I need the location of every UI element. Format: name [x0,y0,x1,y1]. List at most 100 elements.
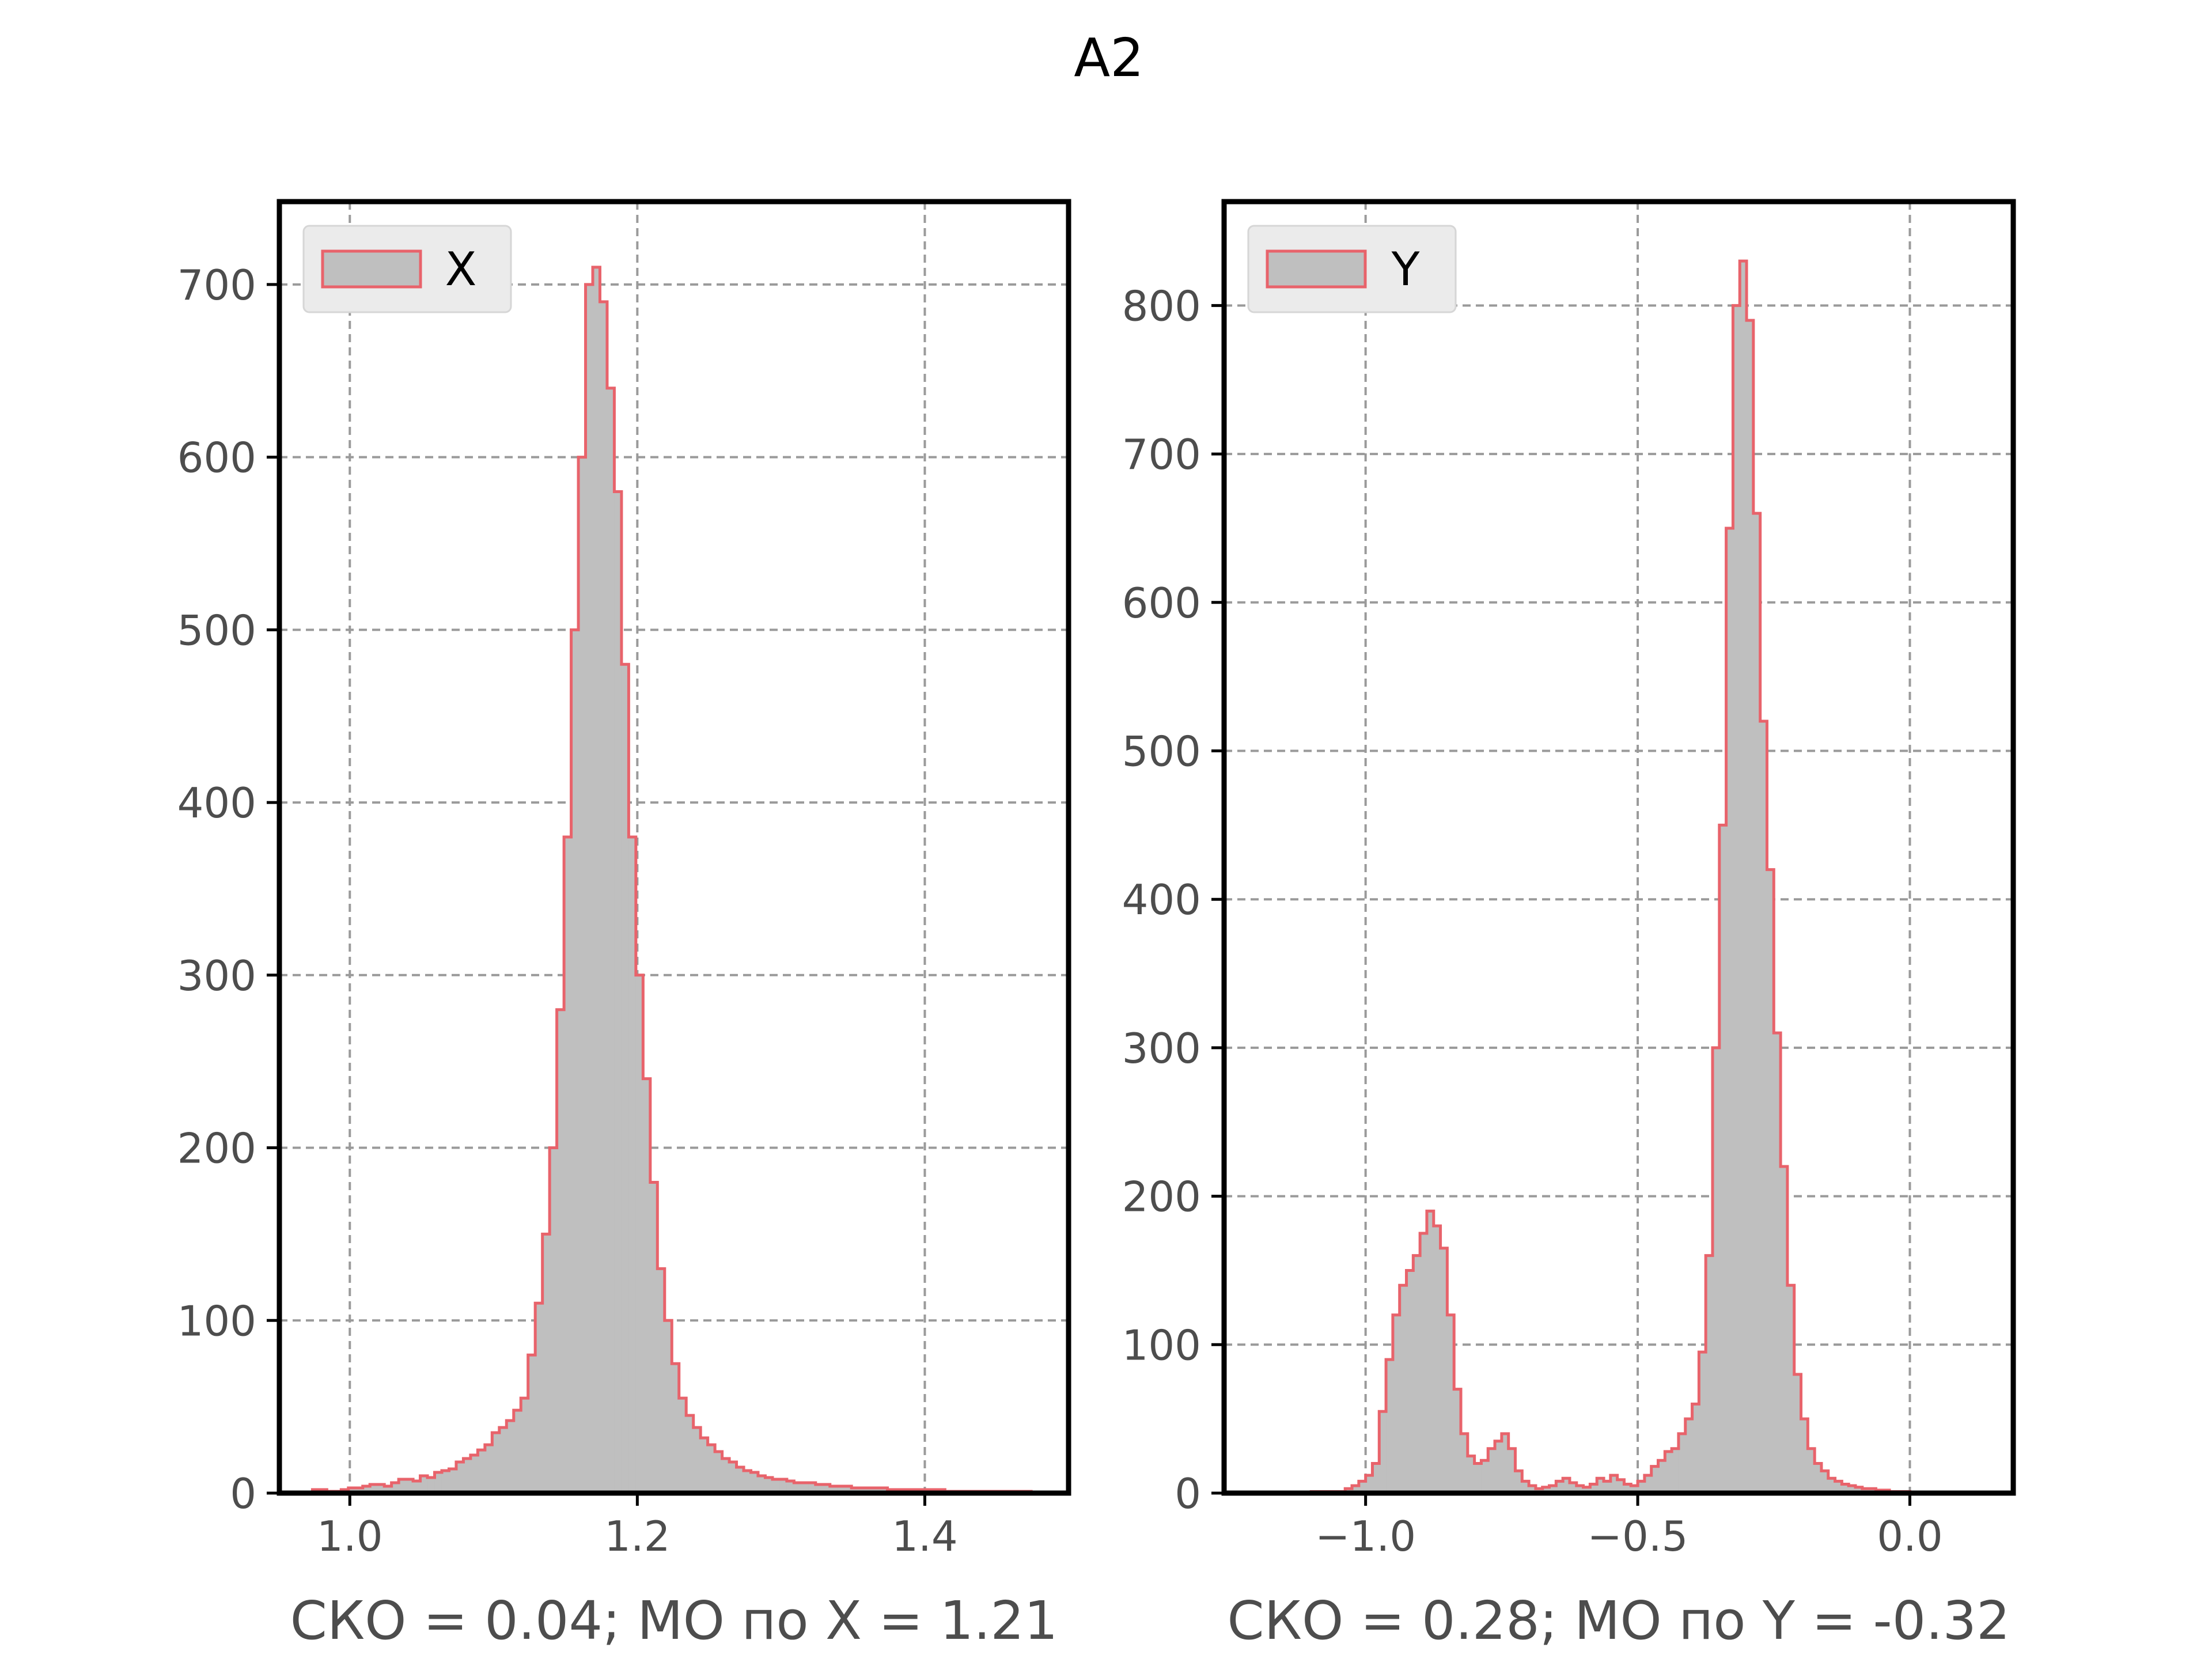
histogram-bar [1678,1433,1686,1493]
histogram-bar [1399,1285,1407,1493]
histogram-bar [1685,1419,1693,1493]
histogram-bar [1447,1315,1455,1493]
grid-x [279,202,1069,1493]
histogram-bar [1733,305,1740,1493]
histogram-bar [1665,1451,1672,1493]
histogram-bar [1474,1463,1482,1493]
histogram-bar [521,1398,529,1493]
histogram-bar [1767,869,1774,1493]
y-tick-label: 600 [1122,579,1201,627]
histogram-bar [441,1471,450,1493]
histogram-bar [556,1009,565,1493]
histogram-bar [578,457,586,1493]
figure-title: A2 [1074,27,1143,89]
histogram-bar [1617,1479,1625,1493]
histogram-bar [1706,1255,1713,1493]
histogram-bar [1583,1487,1590,1493]
histogram-bar [779,1479,787,1493]
histogram-bar [1774,1033,1781,1493]
grid-y [1224,202,2013,1493]
histogram-bar [1488,1448,1495,1493]
histogram-bar [492,1433,500,1493]
histogram-bar [1794,1374,1802,1493]
histogram-bar [362,1486,370,1493]
histogram-bar [657,1268,665,1493]
histogram-bar [686,1415,694,1493]
histogram-bar [600,301,608,1493]
histogram-bar [484,1445,493,1493]
histogram-bar [470,1455,478,1493]
histogram-bar [1461,1433,1468,1493]
histogram-bar [1719,825,1727,1493]
histogram-bar [1821,1471,1829,1493]
histogram-bar [1726,528,1734,1493]
histogram-bar [528,1355,536,1493]
y-tick-label: 300 [177,952,256,1000]
histogram-bar [672,1363,680,1493]
histogram-bar [1433,1226,1441,1493]
histogram-bar [478,1450,486,1493]
y-tick-label: 500 [1122,727,1201,775]
histogram-bar [707,1445,715,1493]
histogram-bar [736,1467,744,1493]
histogram-bar [1454,1389,1461,1493]
histogram-bar [1855,1487,1863,1493]
histogram-bar [1481,1460,1488,1493]
histogram-bar [1781,1166,1788,1493]
y-tick-label: 100 [177,1297,256,1345]
histogram-bar [1815,1463,1822,1493]
histogram-bar [1372,1463,1380,1493]
histogram-bar [456,1462,464,1493]
histogram-bar [1835,1481,1842,1493]
histogram-bar [1563,1478,1570,1493]
histogram-bar [772,1479,781,1493]
histogram-bar [1386,1359,1393,1493]
histogram-bar [427,1478,435,1493]
histogram-bar [449,1469,457,1493]
histogram-outline-y [1309,259,1911,1493]
histogram-bar [679,1398,687,1493]
histogram-bar [1753,513,1761,1494]
histogram-bar [463,1459,471,1493]
histogram-bar [506,1421,514,1493]
x-axis-label-y: СКО = 0.28; МО по Y = -0.32 [1227,1590,2010,1652]
x-axis-label-x: СКО = 0.04; МО по X = 1.21 [290,1590,1058,1652]
y-tick-label: 700 [1122,430,1201,479]
histogram-bar [1651,1466,1659,1493]
histogram-bar [1467,1456,1475,1493]
x-tick-label: 1.2 [604,1512,671,1560]
histogram-bar [621,664,629,1493]
histogram-bar [844,1486,852,1493]
legend-swatch-y [1266,249,1367,289]
x-tick-label: −0.5 [1588,1512,1688,1560]
histogram-bar [715,1452,723,1493]
histogram-bar [664,1320,672,1493]
histogram-bar [499,1427,507,1493]
y-tick-label: 100 [1122,1321,1201,1369]
histogram-bar [837,1486,845,1493]
legend-label-x: X [445,243,477,296]
histogram-bar [1406,1270,1414,1493]
histogram-bar [729,1462,737,1493]
y-tick-label: 200 [177,1124,256,1173]
histogram-bar [1542,1487,1550,1493]
histogram-outline-x [310,266,1033,1493]
histogram-bar [1747,320,1754,1494]
histogram-bar [1801,1419,1808,1493]
histogram-bar [1358,1481,1366,1493]
histogram-bar [1610,1475,1618,1493]
histogram-bar [384,1486,392,1493]
legend-swatch-x [321,249,422,289]
histogram-bar [1392,1315,1400,1493]
histogram-bar [1426,1211,1434,1493]
y-tick-label: 0 [1175,1469,1201,1518]
histogram-bar [564,837,572,1493]
legend-x: X [302,225,512,313]
histogram-outline [1309,259,1911,1493]
histogram-bar [1740,261,1747,1493]
histogram-bar [614,491,622,1493]
histogram-bar [1760,721,1768,1493]
histogram-x-panel: 1.0 1.2 1.4 0 100 200 300 400 500 600 700 X СКО = … [177,199,1071,1652]
histogram-bar [535,1303,543,1493]
